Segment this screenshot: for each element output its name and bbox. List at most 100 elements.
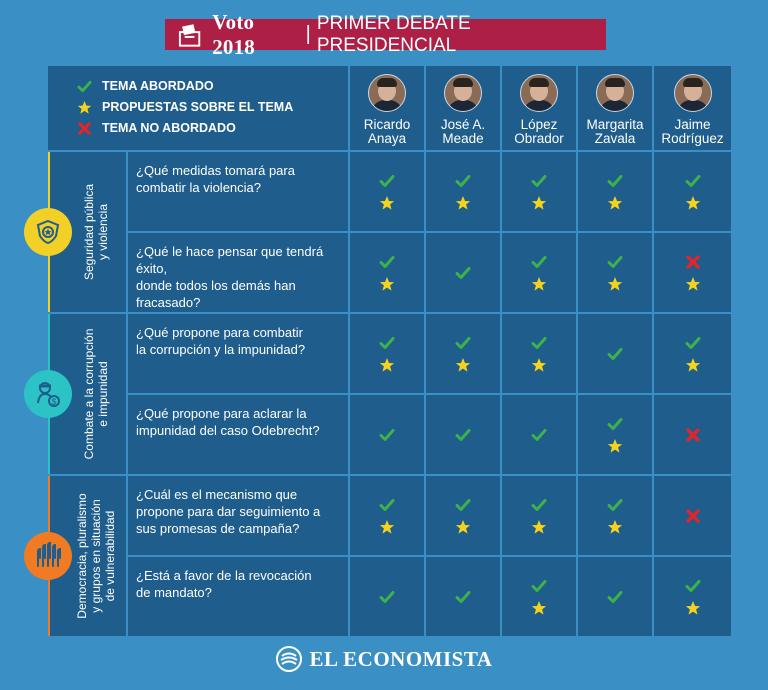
- answer-cell: [350, 476, 424, 555]
- check-icon: [606, 588, 624, 606]
- question-text: ¿Cuál es el mecanismo que propone para da…: [136, 487, 321, 536]
- star-icon: [530, 356, 548, 374]
- category-cell: $ Combate a la corrupción e impunidad: [24, 314, 126, 474]
- answer-cell: [350, 233, 424, 312]
- cross-icon: [684, 253, 702, 271]
- answer-cell: [350, 314, 424, 393]
- candidate-photo: [596, 74, 634, 112]
- question-text: ¿Qué propone para combatir la corrupción …: [136, 325, 306, 357]
- check-icon: [76, 78, 92, 94]
- question-cell: ¿Cuál es el mecanismo que propone para da…: [128, 476, 348, 555]
- answer-cell: [426, 476, 500, 555]
- question-text: ¿Qué le hace pensar que tendrá éxito, don…: [136, 244, 324, 310]
- candidate-last-name: Obrador: [514, 131, 564, 146]
- candidate-header: López Obrador: [502, 66, 576, 150]
- cross-icon: [684, 426, 702, 444]
- check-icon: [454, 334, 472, 352]
- legend-item-not-addressed: TEMA NO ABORDADO: [76, 120, 236, 136]
- check-icon: [378, 334, 396, 352]
- check-icon: [684, 172, 702, 190]
- check-icon: [530, 334, 548, 352]
- category-cell: Seguridad pública y violencia: [24, 152, 126, 312]
- answer-cell: [426, 395, 500, 474]
- candidate-header: Jaime Rodríguez: [654, 66, 731, 150]
- star-icon: [684, 356, 702, 374]
- candidate-photo: [520, 74, 558, 112]
- star-icon: [684, 275, 702, 293]
- check-icon: [606, 345, 624, 363]
- candidate-photo: [444, 74, 482, 112]
- category-cell: Democracia, pluralismo y grupos en situac…: [24, 476, 126, 636]
- star-icon: [530, 275, 548, 293]
- check-icon: [454, 426, 472, 444]
- check-icon: [530, 496, 548, 514]
- police-badge-icon: [24, 208, 72, 256]
- question-text: ¿Está a favor de la revocación de mandato…: [136, 568, 312, 600]
- cross-icon: [76, 120, 92, 136]
- candidate-last-name: Zavala: [594, 131, 636, 146]
- star-icon: [684, 599, 702, 617]
- check-icon: [684, 334, 702, 352]
- answer-cell: [502, 152, 576, 231]
- svg-text:$: $: [52, 398, 57, 407]
- star-icon: [530, 194, 548, 212]
- question-text: ¿Qué medidas tomará para combatir la viol…: [136, 163, 295, 195]
- answer-cell: [426, 152, 500, 231]
- footer: EL ECONOMISTA: [0, 646, 768, 672]
- candidate-header: José A. Meade: [426, 66, 500, 150]
- check-icon: [530, 426, 548, 444]
- check-icon: [454, 264, 472, 282]
- star-icon: [378, 356, 396, 374]
- candidate-first-name: Jaime: [674, 117, 711, 132]
- answer-cell: [578, 314, 652, 393]
- check-icon: [530, 253, 548, 271]
- question-text: ¿Qué propone para aclarar la impunidad de…: [136, 406, 320, 438]
- answer-cell: [654, 395, 731, 474]
- footer-brand: EL ECONOMISTA: [309, 646, 493, 671]
- answer-cell: [578, 233, 652, 312]
- check-icon: [454, 588, 472, 606]
- raised-hands-icon: [24, 532, 72, 580]
- answer-cell: [654, 557, 731, 636]
- answer-cell: [654, 233, 731, 312]
- answer-cell: [578, 476, 652, 555]
- question-cell: ¿Está a favor de la revocación de mandato…: [128, 557, 348, 636]
- check-icon: [454, 172, 472, 190]
- comparison-table: TEMA ABORDADO PROPUESTAS SOBRE EL TEMA T…: [24, 66, 731, 636]
- candidate-last-name: Anaya: [367, 131, 407, 146]
- money-thief-icon: $: [24, 370, 72, 418]
- candidate-photo: [368, 74, 406, 112]
- answer-cell: [426, 233, 500, 312]
- answer-cell: [654, 476, 731, 555]
- check-icon: [378, 253, 396, 271]
- star-icon: [684, 194, 702, 212]
- answer-cell: [350, 152, 424, 231]
- answer-cell: [654, 152, 731, 231]
- answer-cell: [350, 395, 424, 474]
- star-icon: [454, 194, 472, 212]
- category-label: Combate a la corrupción e impunidad: [82, 328, 110, 460]
- category-label: Seguridad pública y violencia: [82, 183, 110, 281]
- star-icon: [606, 275, 624, 293]
- question-cell: ¿Qué propone para aclarar la impunidad de…: [128, 395, 348, 474]
- answer-cell: [502, 395, 576, 474]
- el-economista-logo-icon: [275, 646, 302, 672]
- question-cell: ¿Qué medidas tomará para combatir la viol…: [128, 152, 348, 231]
- star-icon: [606, 437, 624, 455]
- check-icon: [530, 577, 548, 595]
- answer-cell: [502, 314, 576, 393]
- candidate-first-name: Ricardo: [363, 117, 411, 132]
- cross-icon: [684, 507, 702, 525]
- star-icon: [454, 518, 472, 536]
- star-icon: [378, 518, 396, 536]
- answer-cell: [426, 314, 500, 393]
- title-banner: Voto 2018 | PRIMER DEBATE PRESIDENCIAL: [165, 10, 606, 59]
- check-icon: [606, 172, 624, 190]
- candidate-last-name: Rodríguez: [661, 131, 724, 146]
- question-cell: ¿Qué le hace pensar que tendrá éxito, don…: [128, 233, 348, 312]
- legend-label: TEMA NO ABORDADO: [102, 121, 236, 135]
- legend-item-proposals: PROPUESTAS SOBRE EL TEMA: [76, 99, 293, 115]
- candidate-photo: [673, 74, 712, 112]
- check-icon: [378, 496, 396, 514]
- candidate-header: Margarita Zavala: [578, 66, 652, 150]
